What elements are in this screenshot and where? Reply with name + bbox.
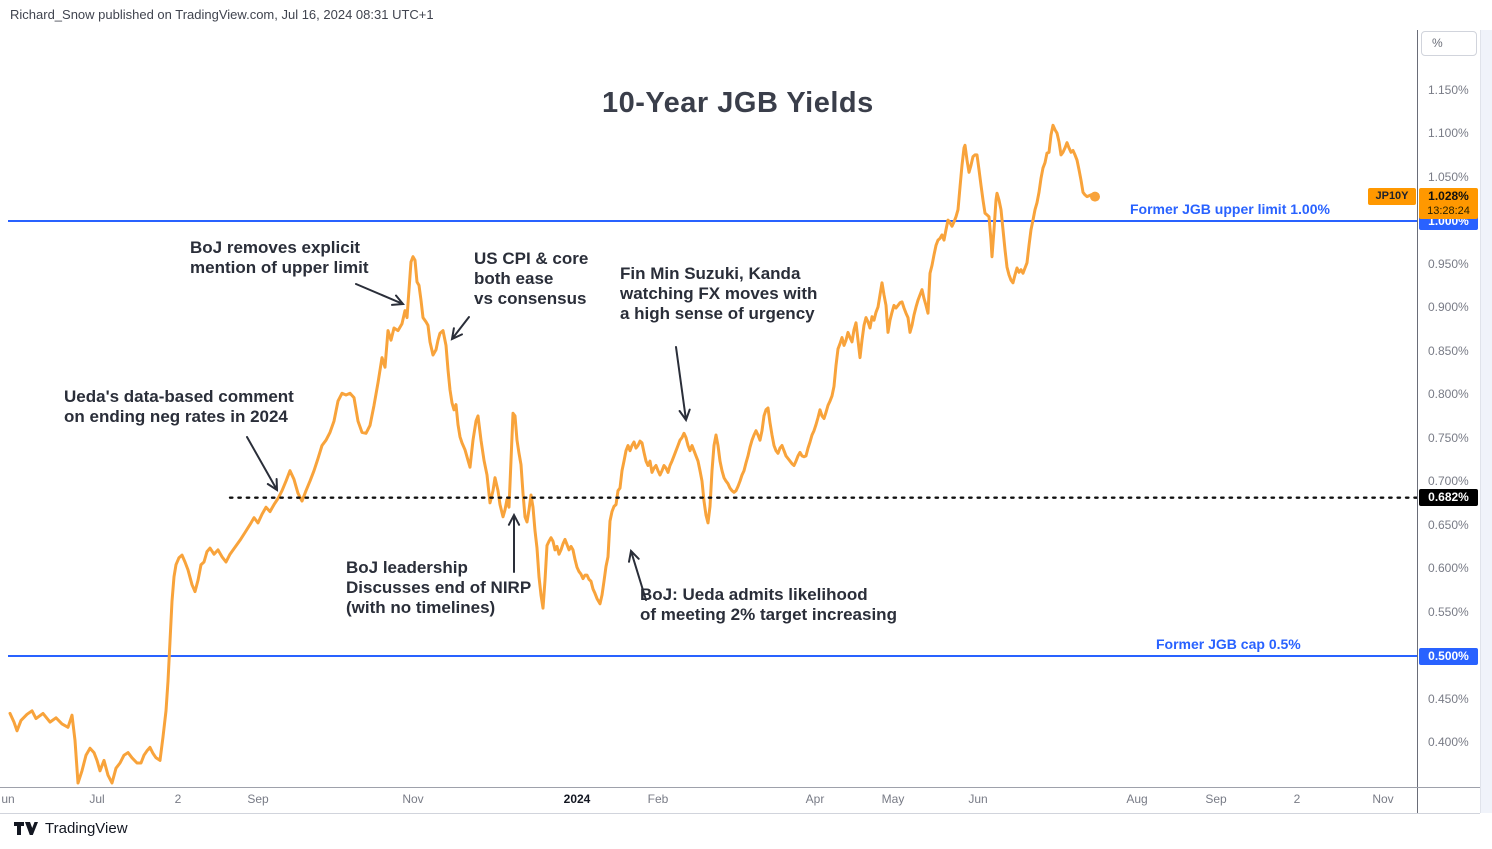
price-scale-tick: 0.900% xyxy=(1428,300,1469,314)
annotation-note: Ueda's data-based comment on ending neg … xyxy=(64,387,294,426)
annotation-note: BoJ removes explicit mention of upper li… xyxy=(190,238,369,277)
annotation-note: BoJ leadership Discusses end of NIRP (wi… xyxy=(346,558,532,617)
price-scale-tick: 1.050% xyxy=(1428,169,1469,184)
price-level-badge: 0.682% xyxy=(1419,489,1478,507)
price-scale-tick: 0.850% xyxy=(1428,343,1469,358)
chart-title: 10-Year JGB Yields xyxy=(602,87,874,119)
time-scale-tick: 2024 xyxy=(563,792,591,806)
price-scale-tick: 0.550% xyxy=(1428,604,1469,619)
time-scale-tick: Jun xyxy=(968,792,988,806)
last-price-time: 13:28:24 xyxy=(1427,204,1470,217)
price-scale-tick: 0.750% xyxy=(1428,430,1469,445)
time-scale-tick: Apr xyxy=(805,792,825,806)
price-scale-tick: 0.650% xyxy=(1428,517,1469,532)
tradingview-brand-text[interactable]: TradingView xyxy=(45,820,128,837)
annotation-note: US CPI & core both ease vs consensus xyxy=(474,249,589,308)
price-level-badge: 0.500% xyxy=(1419,647,1478,665)
level-line-label: Former JGB cap 0.5% xyxy=(1156,636,1301,652)
price-scale-tick: 0.800% xyxy=(1428,387,1469,401)
price-scale-tick: 1.150% xyxy=(1428,82,1469,97)
annotation-note: BoJ: Ueda admits likelihood of meeting 2… xyxy=(640,585,897,624)
time-scale-tick: Aug xyxy=(1126,792,1148,806)
right-margin-strip xyxy=(1480,30,1492,813)
price-scale-tick: 0.400% xyxy=(1428,735,1469,749)
price-scale-tick: 0.600% xyxy=(1428,561,1469,575)
price-scale-tick: 0.700% xyxy=(1428,474,1469,488)
percent-unit-label: % xyxy=(1432,36,1443,50)
time-scale-tick: May xyxy=(881,792,905,806)
price-scale-tick: 0.450% xyxy=(1428,691,1469,706)
annotation-arrow xyxy=(450,316,470,341)
price-scale-unit-button[interactable]: % xyxy=(1421,31,1477,56)
annotation-arrow xyxy=(675,346,691,423)
symbol-tag-badge: JP10Y xyxy=(1368,188,1416,206)
time-scale-bottom-border xyxy=(0,813,1480,814)
price-scale-separator xyxy=(1417,30,1418,813)
yield-series-line xyxy=(8,123,1097,785)
price-scale-tick: 0.950% xyxy=(1428,256,1469,271)
price-scale-tick: 1.100% xyxy=(1428,126,1469,140)
annotation-arrow xyxy=(628,548,647,601)
level-line-label: Former JGB upper limit 1.00% xyxy=(1130,201,1330,217)
time-scale-tick: Sep xyxy=(1205,792,1227,806)
time-scale-tick: Nov xyxy=(402,792,424,806)
time-scale-tick: 2 xyxy=(174,792,182,806)
time-scale-tick: Nov xyxy=(1372,792,1394,806)
annotation-note: Fin Min Suzuki, Kanda watching FX moves … xyxy=(620,264,818,323)
last-price-dot xyxy=(1090,191,1100,202)
footer: TradingView xyxy=(14,820,128,837)
time-scale-tick: Jul xyxy=(89,792,105,806)
attribution-text: Richard_Snow published on TradingView.co… xyxy=(10,7,434,22)
last-price-value: 1.028% xyxy=(1428,188,1469,203)
last-price-badge: 1.028% 13:28:24 xyxy=(1419,187,1478,219)
time-scale-tick: Sep xyxy=(247,792,269,806)
time-scale-top-border xyxy=(0,787,1480,788)
annotation-arrow xyxy=(355,283,405,306)
time-scale-tick: 2 xyxy=(1293,792,1301,806)
tradingview-logo-icon[interactable] xyxy=(14,821,38,836)
time-scale-tick: Feb xyxy=(647,792,669,806)
time-scale-tick: un xyxy=(1,792,15,806)
annotation-arrow xyxy=(246,436,279,492)
annotation-arrow xyxy=(507,512,521,573)
